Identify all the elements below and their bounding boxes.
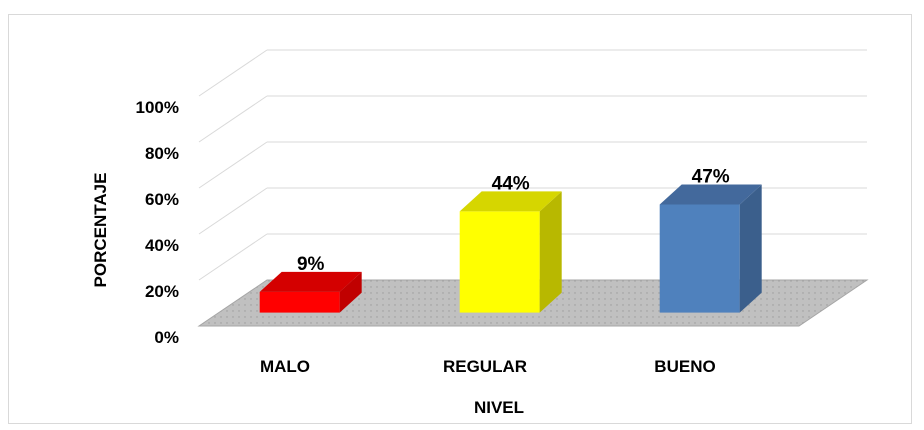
data-labels: 9% 44% 47% [297,166,730,274]
category-label: MALO [260,357,310,376]
side-gridline [198,233,268,281]
side-gridline [198,187,268,235]
bar-top-regular [459,191,562,212]
side-gridline [198,95,268,143]
bar-bueno [659,204,740,313]
bar-chart: 0% 20% 40% 60% 80% 100% MALO REGULAR BUENO 9% 44… [91,49,869,417]
x-axis-categories: MALO REGULAR BUENO [260,357,716,376]
x-axis-title: NIVEL [474,398,524,417]
y-tick-label: 40% [145,236,179,255]
data-label: 44% [492,173,530,194]
side-gridline [198,141,268,189]
y-axis-title: PORCENTAJE [91,173,110,288]
y-tick-label: 60% [145,190,179,209]
bar-side-malo [339,271,362,313]
y-axis-ticks: 0% 20% 40% 60% 80% 100% [136,98,179,347]
data-label: 47% [692,166,730,187]
bar-side-bueno [739,184,762,313]
bars [259,184,762,313]
bar-side-regular [539,191,562,313]
bar-malo [259,291,340,313]
y-tick-label: 80% [145,144,179,163]
bar-top-bueno [659,184,762,205]
category-label: BUENO [654,357,715,376]
side-gridline [198,49,268,97]
gridlines [198,49,867,281]
chart-area: 0% 20% 40% 60% 80% 100% MALO REGULAR BUENO 9% 44… [8,14,912,424]
y-tick-label: 20% [145,282,179,301]
category-label: REGULAR [443,357,527,376]
data-label: 9% [297,254,325,275]
bar-regular [459,211,540,313]
y-tick-label: 0% [154,328,179,347]
y-tick-label: 100% [136,98,179,117]
bar-top-malo [259,271,362,292]
